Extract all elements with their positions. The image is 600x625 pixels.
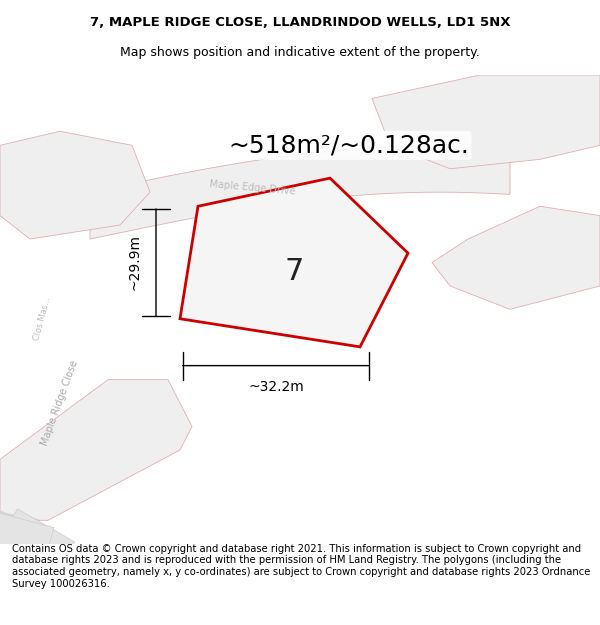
Text: Maple Edge Drive: Maple Edge Drive [209,179,295,196]
Bar [0,524,39,589]
Text: ~518m²/~0.128ac.: ~518m²/~0.128ac. [228,133,469,158]
Bar [0,505,41,570]
Bar [0,511,46,572]
Bar [0,509,74,578]
Text: Clos Mas...: Clos Mas... [32,296,52,342]
Text: ~29.9m: ~29.9m [127,234,141,291]
Polygon shape [180,178,408,347]
Text: Contains OS data © Crown copyright and database right 2021. This information is : Contains OS data © Crown copyright and d… [12,544,590,589]
Bar [0,507,38,566]
Polygon shape [0,131,150,239]
Bar [0,520,36,568]
Text: 7, MAPLE RIDGE CLOSE, LLANDRINDOD WELLS, LD1 5NX: 7, MAPLE RIDGE CLOSE, LLANDRINDOD WELLS,… [90,16,510,29]
Polygon shape [90,146,510,239]
Text: 7: 7 [284,258,304,286]
Polygon shape [0,379,192,520]
Polygon shape [372,75,600,169]
Text: Maple Ridge Close: Maple Ridge Close [40,359,80,447]
Bar [0,512,54,564]
Text: ~32.2m: ~32.2m [248,379,304,394]
Polygon shape [432,206,600,309]
Text: Map shows position and indicative extent of the property.: Map shows position and indicative extent… [120,46,480,59]
